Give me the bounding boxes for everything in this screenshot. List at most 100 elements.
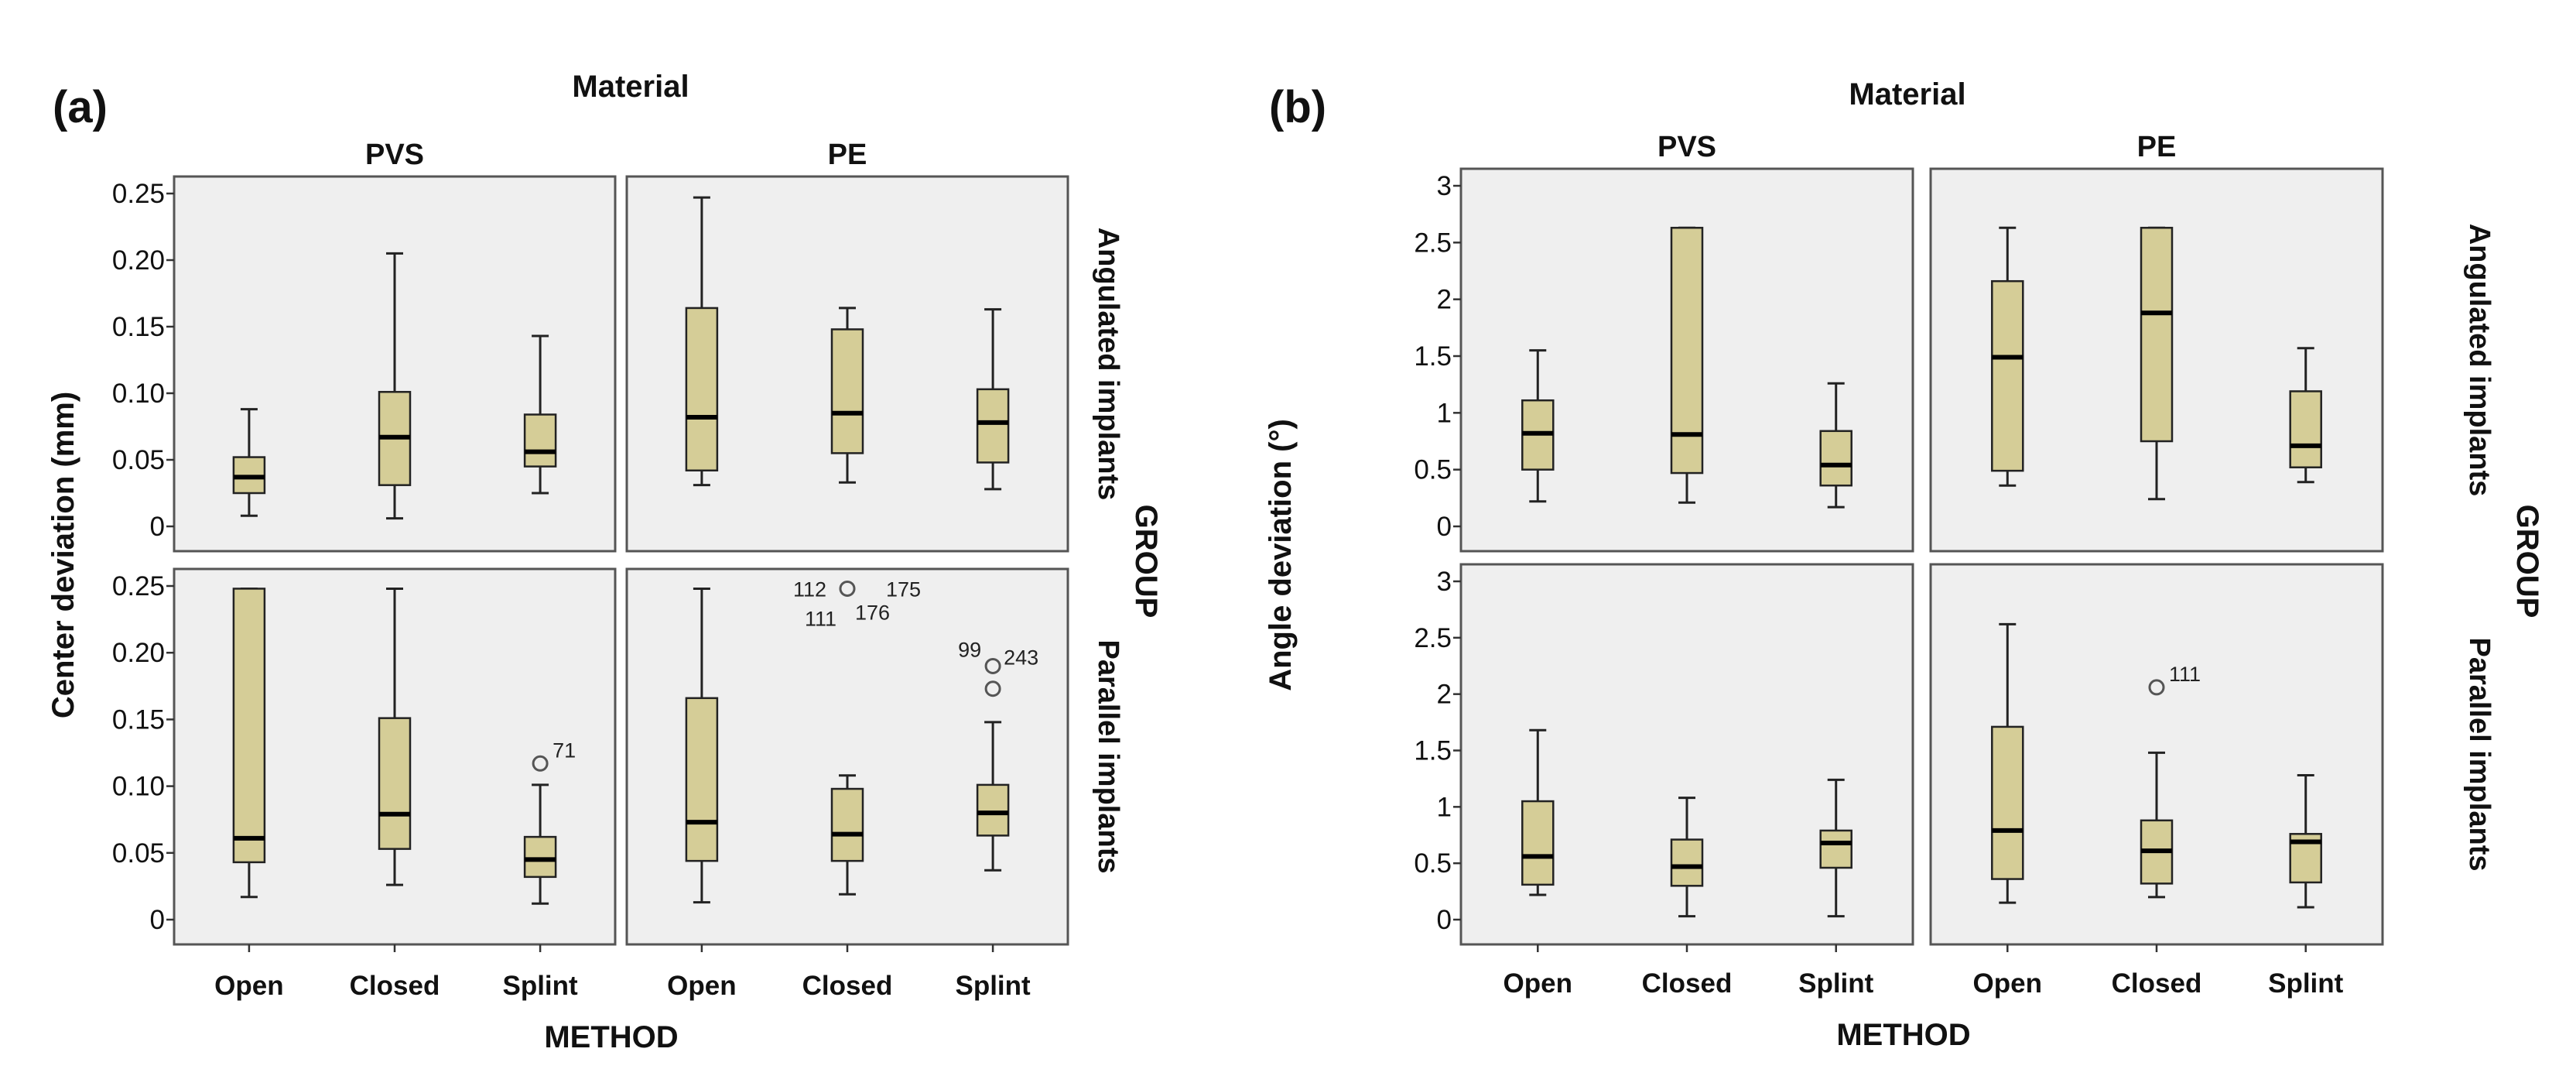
row-header-parallel-implants: Parallel implants [1092,639,1124,873]
box-splint [2289,347,2322,484]
iqr-box [1819,829,1852,869]
iqr-box [830,787,864,862]
iqr-box [1819,430,1852,487]
y-axis-label: Angle deviation (°) [1264,419,1298,691]
iqr-box [378,717,412,850]
iqr-box [1991,279,2024,472]
x-tick-label-closed: Closed [350,971,440,1001]
panel-pe-angulated-implants [1929,167,2384,553]
iqr-box [976,388,1010,464]
outlier-label: 71 [552,738,576,762]
column-header-pe: PE [828,139,867,171]
box-splint [523,334,557,495]
outlier-point [2148,679,2165,696]
box-open [1521,728,1555,896]
box-splint [1819,778,1852,918]
panel-pe-parallel-implants: Open Closed Splint [625,567,1069,1001]
x-axis-label: METHOD [1836,1018,1970,1052]
x-tick-label-splint: Splint [955,971,1031,1001]
y-tick-label: 2 [1437,680,1452,710]
x-tick-label-open: Open [1504,968,1572,999]
box-open [1521,349,1555,503]
y-tick-label: 3 [1437,171,1452,201]
x-tick-label-open: Open [214,971,283,1001]
chart-title: Material [572,70,689,104]
x-tick-label-splint: Splint [502,971,578,1001]
group-title: GROUP [1129,505,1163,619]
y-tick-label: 1 [1437,792,1452,822]
outlier-label: 111 [2169,663,2201,686]
outlier-case-label: 112 [793,577,826,601]
y-tick-label: 0 [150,905,165,935]
y-tick-label: 0.05 [112,445,165,475]
box-closed [1670,226,1704,504]
panel-pvs-angulated-implants: 0 0.5 1 1.5 2 2.5 3 [1414,167,1914,553]
y-tick-label: 0.10 [112,772,165,802]
box-open [232,587,266,899]
box-closed [2140,226,2174,501]
y-tick-label: 1 [1437,398,1452,428]
iqr-box [1991,725,2024,880]
y-tick-label: 0.25 [112,179,165,209]
x-tick-label-open: Open [667,971,736,1001]
y-tick-label: 1.5 [1414,341,1452,372]
panel-pvs-parallel-implants: 0 0.5 1 1.5 2 2.5 3 Open Closed Splint [1414,563,1914,999]
panel-pvs-angulated-implants: 0 0.05 0.10 0.15 0.20 0.25 [112,175,617,553]
box-splint [976,308,1010,491]
x-tick-label-splint: Splint [2268,968,2344,999]
y-tick-label: 2.5 [1414,228,1452,258]
box-open [685,587,719,904]
y-axis-label: Center deviation (mm) [46,392,80,718]
chart-a: (a) Material METHOD Center deviation (mm) GR… [46,70,1163,1054]
chart-title: Material [1849,77,1965,111]
box-closed: 111 [2140,663,2201,899]
y-tick-label: 0.5 [1414,848,1452,879]
iqr-box [232,588,266,864]
panel-label: (b) [1269,82,1326,132]
outlier-point [839,580,856,597]
y-tick-label: 0 [150,512,165,542]
y-tick-label: 0.15 [112,704,165,735]
outlier-case-label: 99 [958,638,981,661]
box-open [1991,226,2024,487]
y-tick-label: 0.20 [112,638,165,668]
group-title: GROUP [2510,505,2544,619]
column-header-pe: PE [2137,131,2177,163]
y-tick-label: 1.5 [1414,736,1452,766]
outlier-case-label: 175 [886,577,921,601]
outlier-point [984,680,1001,697]
iqr-box [1670,838,1704,887]
iqr-box [523,835,557,879]
y-tick-label: 0.25 [112,571,165,601]
y-tick-label: 2.5 [1414,623,1452,653]
box-closed [378,252,412,520]
chart-b: (b) Material METHOD Angle deviation (°) GROU… [1264,77,2544,1052]
x-tick-label-closed: Closed [2112,968,2202,999]
iqr-box [523,413,557,468]
iqr-box [976,783,1010,837]
y-tick-label: 2 [1437,285,1452,315]
column-header-pvs: PVS [1657,131,1716,163]
box-open [685,196,719,487]
box-open [1991,622,2024,904]
box-closed [1670,797,1704,918]
y-tick-label: 3 [1437,567,1452,597]
column-header-pvs: PVS [365,139,424,171]
outlier-case-label: 243 [1004,646,1038,669]
x-tick-label-closed: Closed [1642,968,1733,999]
y-tick-label: 0.20 [112,245,165,276]
outlier-case-label: 176 [855,601,890,624]
box-closed [378,587,412,886]
box-open [232,408,266,517]
row-header-angulated-implants: Angulated implants [1092,228,1124,501]
panel-pe-parallel-implants: 111 Open Closed Splint [1929,563,2384,999]
y-tick-label: 0.5 [1414,455,1452,485]
y-tick-label: 0.10 [112,379,165,409]
iqr-box [2140,227,2174,443]
box-splint [1819,382,1852,509]
iqr-box [830,328,864,454]
box-splint [2289,774,2322,909]
x-axis-label: METHOD [544,1020,678,1054]
y-tick-label: 0 [1437,905,1452,935]
